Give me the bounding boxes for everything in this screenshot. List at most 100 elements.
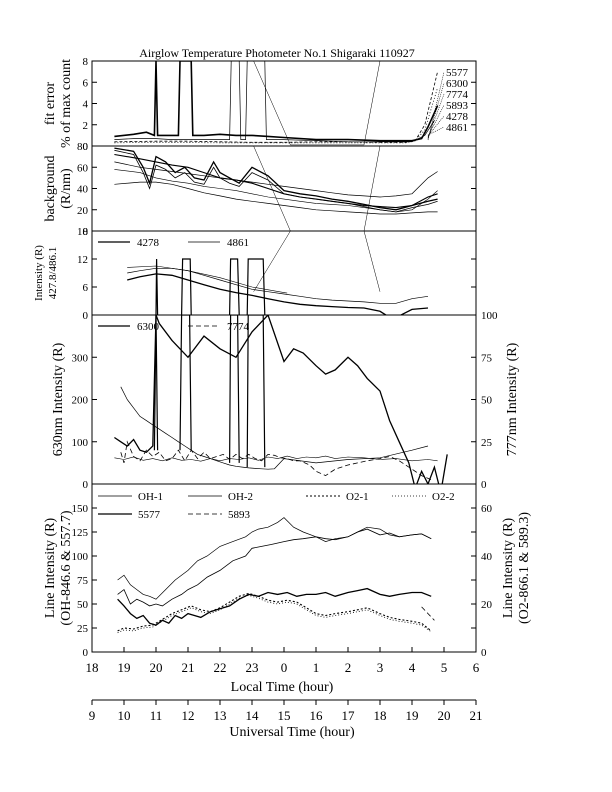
series-line-4278 — [127, 273, 429, 315]
series-spike — [246, 258, 266, 315]
ylabel: % of max count — [59, 59, 74, 148]
wavelength-leader — [427, 71, 445, 141]
series-line-dash — [114, 71, 438, 143]
legend-label-O2-1: O2-1 — [346, 491, 369, 503]
ut-tick-label: 14 — [246, 708, 260, 723]
series-line-thin — [114, 61, 435, 143]
series-line-bold — [114, 61, 439, 142]
legend-label-4861: 4861 — [227, 237, 249, 249]
universal-time-axis: 9 10 11 12 13 14 15 16 17 18 19 20 21 Universal Time… — [89, 699, 483, 740]
series-spike — [179, 315, 192, 451]
ylabel: fit error — [43, 82, 58, 125]
plot-area — [114, 146, 438, 231]
legend-label-6300: 6300 — [137, 321, 160, 333]
ytick-label: 150 — [72, 503, 89, 515]
series-line-i_bg — [114, 455, 438, 462]
ytick-right-label: 0 — [481, 647, 487, 659]
ytick-right-label: 40 — [481, 551, 493, 563]
ytick-right-label: 100 — [481, 310, 498, 322]
lt-tick-label: 4 — [409, 660, 416, 675]
ytick-label: 4 — [83, 99, 89, 111]
series-line-OH-1 — [117, 528, 432, 607]
ylabel: Intensity (R) — [33, 245, 45, 301]
ylabel-right: 777nm Intensity (R) — [505, 342, 520, 456]
plot-area — [114, 315, 448, 484]
ut-tick-label: 11 — [150, 708, 163, 723]
lt-tick-label: 5 — [441, 660, 448, 675]
series-peak-trace — [253, 146, 381, 231]
ytick-label: 40 — [77, 184, 89, 196]
series-line-7774 — [120, 440, 432, 481]
series-peak-trace — [253, 231, 381, 292]
ytick-right-label: 75 — [481, 352, 493, 364]
ytick-label: 18 — [77, 226, 89, 238]
wavelength-label: 4861 — [446, 122, 468, 134]
series-line-b2 — [114, 149, 438, 213]
series-line-5577 — [117, 587, 432, 626]
series-line-O2-1 — [117, 592, 432, 632]
series-line-b4 — [114, 161, 438, 198]
ylabel: (R/nm) — [59, 168, 74, 209]
series-spike — [246, 315, 266, 468]
ytick-label: 6 — [83, 282, 89, 294]
legend-line-intensity: OH-1 OH-2 O2-1 O2-2 5577 5893 — [98, 491, 455, 521]
ytick-label: 0 — [83, 479, 89, 491]
wavelength-label: 7774 — [446, 89, 469, 101]
ytick-label: 20 — [77, 205, 89, 217]
ytick-label: 100 — [72, 437, 89, 449]
ut-tick-label: 21 — [470, 708, 483, 723]
lt-tick-label: 1 — [313, 660, 320, 675]
ytick-label: 50 — [77, 599, 89, 611]
series-spike — [229, 315, 240, 463]
panel-line_intensity: 0 25 50 75 100 125 150 0 20 40 60 Line Intensity (R… — [43, 483, 532, 659]
plot-area — [127, 231, 429, 315]
series-line-b5 — [114, 181, 438, 215]
ytick-label: 2 — [83, 120, 89, 132]
panel-intensity_427_486: 0 6 12 18 Intensity (R) 427.8/486.1 4278 4861 — [33, 226, 477, 322]
plot-area — [117, 517, 435, 634]
plot-area — [114, 61, 439, 146]
series-line-b1 — [114, 147, 438, 211]
lt-tick-label: 2 — [345, 660, 352, 675]
series-line-4861 — [127, 267, 429, 304]
series-peak-trace — [253, 61, 381, 146]
lt-tick-label: 0 — [281, 660, 288, 675]
wavelength-label: 5893 — [446, 100, 469, 112]
lt-tick-label: 23 — [246, 660, 259, 675]
ytick-right-label: 60 — [481, 503, 493, 515]
ut-tick-label: 15 — [278, 708, 291, 723]
lt-tick-label: 22 — [214, 660, 227, 675]
ut-tick-label: 12 — [182, 708, 195, 723]
universal-time-label: Universal Time (hour) — [229, 725, 355, 740]
ylabel-right: Line Intensity (R) — [501, 518, 516, 619]
series-line-5893 — [421, 606, 435, 621]
ut-tick-label: 9 — [89, 708, 96, 723]
ytick-right-label: 50 — [481, 395, 493, 407]
ut-tick-label: 19 — [406, 708, 419, 723]
wavelength-leader — [427, 126, 445, 136]
ytick-label: 0 — [83, 647, 89, 659]
wavelength-leader — [427, 93, 445, 139]
series-line-b3 — [114, 153, 438, 209]
ytick-right-label: 0 — [481, 479, 487, 491]
legend-label-5577: 5577 — [138, 509, 161, 521]
legend-label-OH-2: OH-2 — [228, 491, 253, 503]
local-time-label: Local Time (hour) — [231, 680, 334, 695]
series-line-OH-2 — [117, 517, 432, 600]
ytick-label: 300 — [72, 352, 89, 364]
lt-tick-label: 20 — [150, 660, 163, 675]
ytick-label: 6 — [83, 77, 89, 89]
legend-label-7774: 7774 — [227, 321, 250, 333]
ytick-right-label: 25 — [481, 437, 493, 449]
ytick-label: 0 — [83, 141, 89, 153]
legend-label-O2-2: O2-2 — [432, 491, 455, 503]
ytick-label: 0 — [83, 310, 89, 322]
ylabel: 427.8/486.1 — [47, 247, 59, 300]
legend-label-OH-1: OH-1 — [138, 491, 163, 503]
series-line-i_thin2 — [127, 265, 288, 294]
ut-tick-label: 16 — [310, 708, 324, 723]
ut-tick-label: 13 — [214, 708, 227, 723]
series-line-6300 — [114, 315, 448, 484]
ytick-label: 75 — [77, 575, 89, 587]
